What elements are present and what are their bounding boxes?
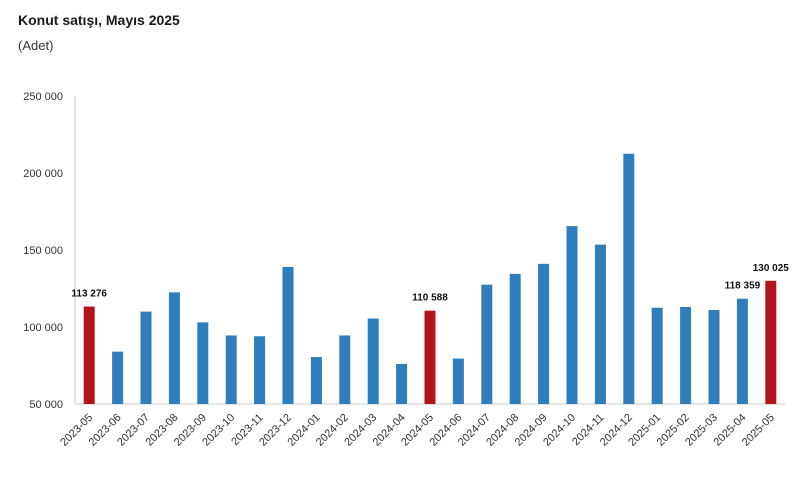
bar-2023-11 (254, 336, 266, 404)
bar-2024-02 (339, 335, 351, 404)
bar-2025-02 (680, 306, 692, 404)
bar-2025-05 (765, 280, 777, 404)
bar-2023-08 (168, 292, 180, 404)
bar-2024-07 (481, 284, 493, 404)
bar-2023-06 (112, 351, 124, 404)
bar-2023-07 (140, 311, 152, 404)
x-axis: 2023-052023-062023-072023-082023-092023-… (58, 403, 785, 449)
bar-2024-05 (424, 310, 436, 404)
y-tick-label: 50 000 (29, 399, 63, 411)
bar-2024-11 (594, 244, 606, 404)
bar-2024-06 (452, 358, 464, 404)
bar-2024-09 (538, 263, 550, 404)
bar-2025-01 (651, 307, 663, 404)
bar-2024-01 (310, 357, 322, 404)
bar-2023-12 (282, 266, 294, 404)
bar-2024-12 (623, 153, 635, 404)
bar-2023-10 (225, 335, 237, 404)
data-label: 130 025 (753, 263, 790, 274)
bar-2025-04 (736, 298, 748, 404)
y-tick-label: 150 000 (23, 245, 63, 257)
chart-subtitle: (Adet) (18, 38, 54, 53)
bar-2024-08 (509, 273, 521, 404)
chart-title: Konut satışı, Mayıs 2025 (18, 12, 180, 28)
bars (83, 153, 777, 404)
bar-2024-03 (367, 318, 379, 404)
y-tick-label: 200 000 (23, 168, 63, 180)
bar-2024-04 (396, 363, 408, 404)
data-label: 113 276 (71, 289, 107, 300)
bar-2023-05 (83, 306, 95, 404)
data-label: 118 359 (725, 281, 761, 292)
data-labels: 113 276 110 588 118 359 130 025 (71, 263, 789, 304)
y-tick-label: 250 000 (23, 91, 63, 103)
y-axis: 50 000 100 000 150 000 200 000 250 000 (23, 91, 76, 411)
bar-2023-09 (197, 322, 209, 404)
bar-2025-03 (708, 310, 720, 404)
bar-2024-10 (566, 226, 578, 404)
data-label: 110 588 (412, 293, 448, 304)
y-tick-label: 100 000 (23, 322, 63, 334)
